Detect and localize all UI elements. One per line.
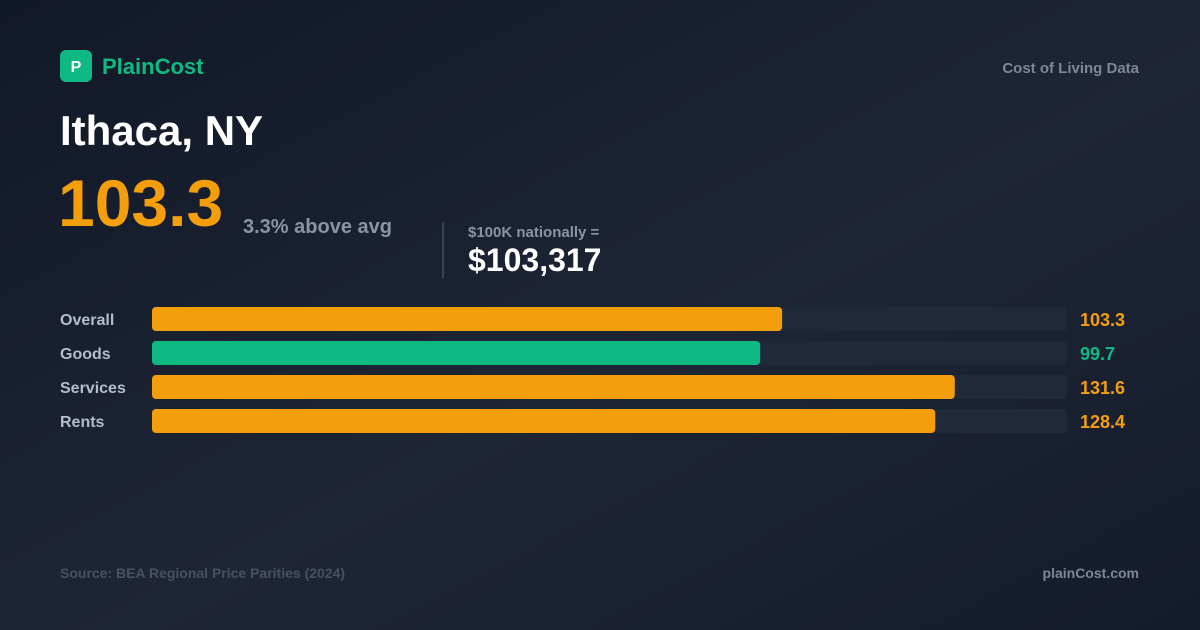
category-label: Overall — [60, 312, 114, 329]
category-label: Goods — [60, 346, 111, 363]
source: Source: BEA Regional Price Parities (202… — [60, 565, 345, 581]
logo-letter: P — [71, 59, 82, 76]
equivalent-label: $100K nationally = — [468, 224, 600, 241]
bar — [152, 341, 761, 365]
bar — [152, 375, 955, 399]
category-label: Services — [60, 380, 126, 397]
value-label: 131.6 — [1080, 378, 1125, 398]
site: plainCost.com — [1043, 565, 1139, 581]
logo-box — [60, 50, 92, 82]
brand-name: PlainCost — [102, 54, 204, 79]
city: Ithaca, NY — [60, 107, 263, 154]
comparison: 3.3% above avg — [243, 216, 392, 238]
value-label: 128.4 — [1080, 412, 1125, 432]
equivalent-value: $103,317 — [468, 242, 601, 278]
bar — [152, 409, 936, 433]
category-label: Rents — [60, 414, 105, 431]
bar — [152, 307, 783, 331]
value-label: 99.7 — [1080, 344, 1115, 364]
index-value: 103.3 — [58, 166, 223, 240]
tagline: Cost of Living Data — [1002, 60, 1139, 77]
value-label: 103.3 — [1080, 310, 1125, 330]
